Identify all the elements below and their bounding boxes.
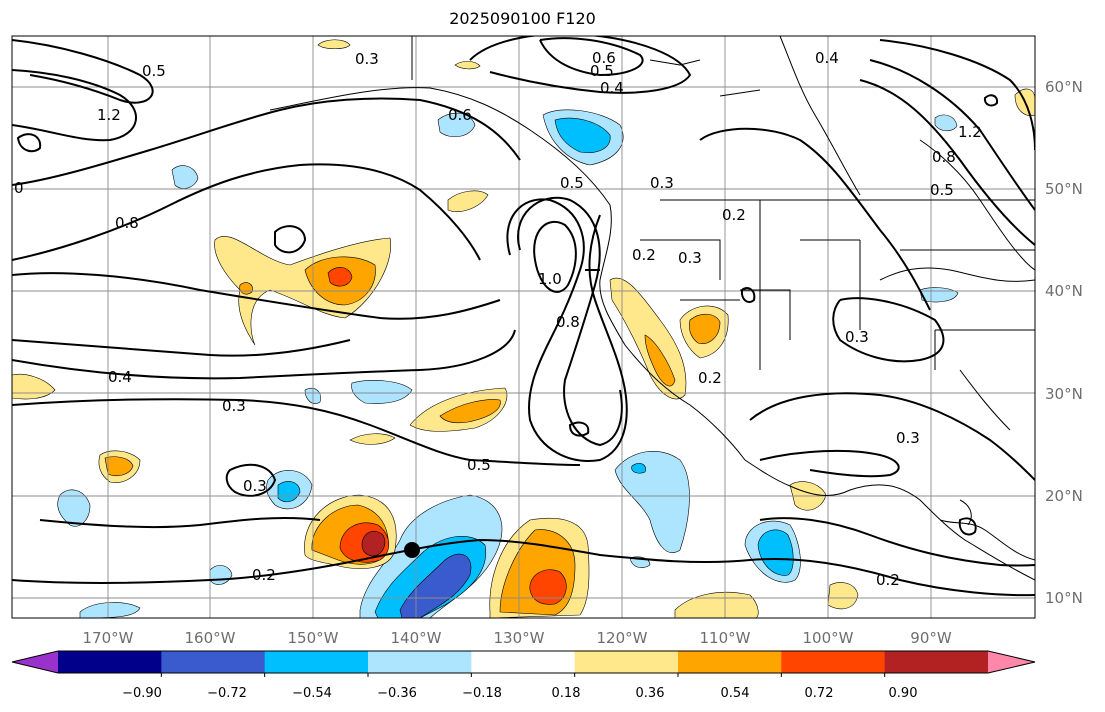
contour-label: 0.2 [252,566,276,584]
colorbar-segment [58,651,162,673]
contour-label: 0.8 [932,148,956,166]
contour-label: 0.5 [560,174,584,192]
contour-label: 0.2 [632,246,656,264]
map-title: 2025090100 F120 [449,9,596,28]
lat-label: 60°N [1045,78,1083,96]
contour-label: 0.8 [556,313,580,331]
colorbar-segment [781,651,886,673]
contour-label: 0.3 [896,429,920,447]
lon-label: 100°W [803,629,854,647]
contour-label-group: 0.3 0.6 0.5 0.4 0.4 1.2 0 0.8 0.3 0.2 0.… [14,49,982,589]
colorbar-segment [161,651,266,673]
colorbar-tick-label: −0.90 [122,686,162,701]
contour-label: 0.5 [590,62,614,80]
contour-label: 0.4 [108,368,132,386]
longitude-axis: 170°W 160°W 150°W 140°W 130°W 120°W 110°… [83,629,952,647]
lat-label: 20°N [1045,487,1083,505]
contour-label: 1.2 [958,123,982,141]
lat-label: 40°N [1045,282,1083,300]
lat-label: 50°N [1045,180,1083,198]
colorbar-extend-min [12,651,58,673]
colorbar [11,650,1036,677]
colorbar-tick-label: 0.36 [636,686,665,701]
contour-label: 0.6 [592,49,616,67]
contour-label: 0.3 [222,397,246,415]
coastlines [269,36,1035,581]
shaded-anomaly-field [12,39,1035,618]
contour-label: 0.2 [876,571,900,589]
colorbar-tick-label: 0.72 [805,686,834,701]
lon-label: 90°W [910,629,952,647]
lon-label: 160°W [185,629,236,647]
lat-label: 30°N [1045,385,1083,403]
contour-label: 1.2 [97,106,121,124]
colorbar-tick-label: −0.18 [462,686,502,701]
contour-label: 0.5 [930,181,954,199]
lon-label: 150°W [288,629,339,647]
colorbar-tick-label: 0.18 [552,686,581,701]
colorbar-ticks: −0.90 −0.72 −0.54 −0.36 −0.18 0.18 0.36 … [122,686,917,701]
colorbar-segment [471,651,576,673]
latitude-axis: 60°N 50°N 40°N 30°N 20°N 10°N [1045,78,1083,607]
contour-label: 0.2 [698,369,722,387]
colorbar-outline [11,650,1036,674]
contour-label: 0.5 [467,456,491,474]
colorbar-segment [574,651,679,673]
contour-label: 0.3 [678,249,702,267]
lon-label: 130°W [494,629,545,647]
colorbar-segment [264,651,369,673]
colorbar-tick-label: 0.54 [721,686,750,701]
lat-label: 10°N [1045,589,1083,607]
colorbar-tick-label: −0.36 [377,686,417,701]
contour-label: 0.3 [650,174,674,192]
colorbar-tick-label: −0.72 [207,686,247,701]
contour-label: 0.4 [600,79,624,97]
contour-lines [12,36,1035,597]
contour-label: 0.5 [142,62,166,80]
map-panel: 0.3 0.6 0.5 0.4 0.4 1.2 0 0.8 0.3 0.2 0.… [12,36,1035,618]
map-frame [11,35,1036,619]
colorbar-segment [678,651,782,673]
colorbar-segment [368,651,472,673]
contour-label: 0.4 [815,49,839,67]
lon-label: 140°W [391,629,442,647]
contour-label: 0.3 [355,50,379,68]
contour-label: 0 [14,179,24,197]
lon-label: 120°W [597,629,648,647]
colorbar-extend-max [988,651,1035,673]
lon-label: 170°W [83,629,134,647]
contour-label: 0.8 [115,214,139,232]
colorbar-tick-label: −0.54 [292,686,332,701]
contour-label: 0.3 [845,328,869,346]
colorbar-segment [884,651,989,673]
lon-label: 110°W [700,629,751,647]
colorbar-tick-label: 0.90 [889,686,918,701]
storm-position-marker [404,542,420,558]
contour-label: 0.6 [448,106,472,124]
contour-label: 0.3 [243,477,267,495]
contour-label: 0.2 [722,206,746,224]
contour-label: 1.0 [538,270,562,288]
